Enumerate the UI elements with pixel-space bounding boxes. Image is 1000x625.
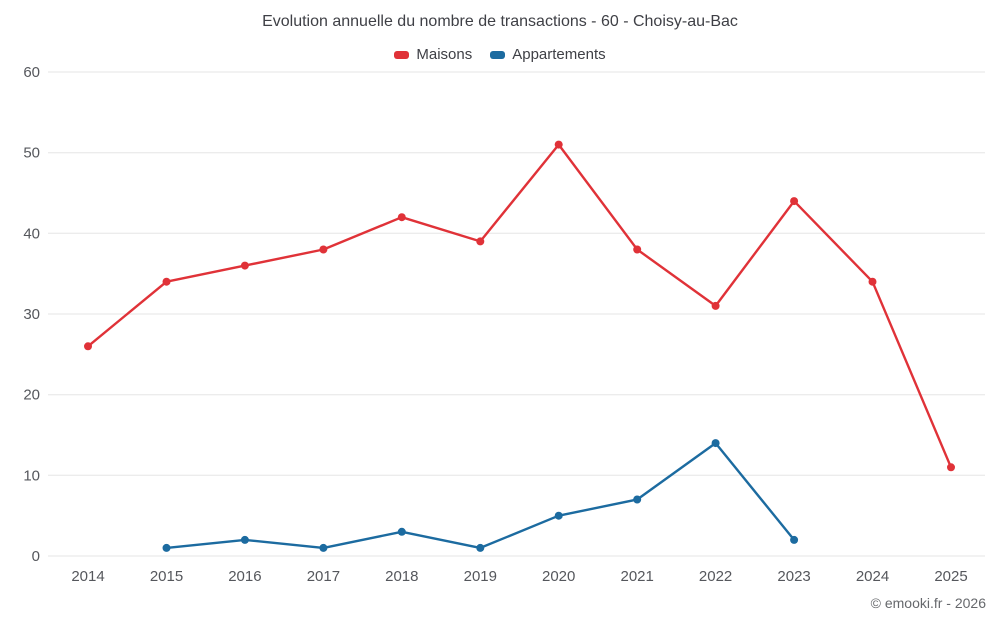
maisons-point[interactable]	[947, 463, 955, 472]
legend-label-appartements: Appartements	[512, 46, 606, 63]
y-tick-label: 40	[23, 225, 40, 242]
maisons-point[interactable]	[397, 213, 406, 222]
appartements-legend-marker-icon	[490, 50, 506, 59]
appartements-point[interactable]	[711, 439, 720, 448]
chart-title: Evolution annuelle du nombre de transact…	[262, 13, 738, 30]
x-tick-label: 2020	[542, 568, 575, 585]
maisons-point[interactable]	[554, 140, 563, 149]
maisons-line	[87, 143, 953, 468]
appartements-point[interactable]	[162, 543, 171, 552]
legend-item-maisons[interactable]: Maisons	[394, 46, 472, 63]
maisons-legend-marker-icon	[394, 50, 410, 59]
y-tick-label: 0	[32, 548, 40, 565]
legend-item-appartements[interactable]: Appartements	[490, 46, 606, 63]
x-tick-label: 2025	[934, 568, 967, 585]
maisons-point[interactable]	[319, 245, 328, 254]
y-tick-label: 50	[23, 145, 40, 162]
x-tick-label: 2016	[228, 568, 261, 585]
maisons-point[interactable]	[711, 301, 720, 310]
appartements-point[interactable]	[554, 511, 563, 520]
appartements-line	[166, 441, 796, 550]
appartements-point[interactable]	[319, 543, 328, 552]
x-tick-label: 2023	[777, 568, 810, 585]
appartements-point[interactable]	[633, 495, 642, 504]
x-tick-label: 2024	[856, 568, 889, 585]
y-tick-label: 20	[23, 387, 40, 404]
maisons-point[interactable]	[790, 197, 799, 206]
y-tick-label: 60	[23, 64, 40, 81]
legend-label-maisons: Maisons	[416, 46, 473, 63]
maisons-point[interactable]	[633, 245, 642, 254]
appartements-point[interactable]	[790, 535, 799, 544]
appartements-point[interactable]	[476, 543, 485, 552]
x-tick-label: 2019	[464, 568, 497, 585]
y-tick-label: 30	[23, 306, 40, 323]
maisons-point[interactable]	[476, 237, 485, 246]
x-tick-label: 2018	[385, 568, 418, 585]
x-tick-label: 2015	[150, 568, 183, 585]
copyright: © emooki.fr - 2026	[870, 595, 986, 611]
appartements-point[interactable]	[397, 527, 406, 536]
x-tick-label: 2017	[307, 568, 340, 585]
maisons-point[interactable]	[240, 261, 249, 270]
x-tick-label: 2022	[699, 568, 732, 585]
chart-legend: Maisons Appartements	[0, 46, 1000, 63]
x-tick-label: 2021	[621, 568, 654, 585]
maisons-point[interactable]	[84, 342, 92, 351]
x-tick-label: 2014	[71, 568, 104, 585]
maisons-point[interactable]	[162, 277, 171, 286]
appartements-point[interactable]	[240, 535, 249, 544]
y-tick-label: 10	[23, 467, 40, 484]
maisons-point[interactable]	[868, 277, 877, 286]
